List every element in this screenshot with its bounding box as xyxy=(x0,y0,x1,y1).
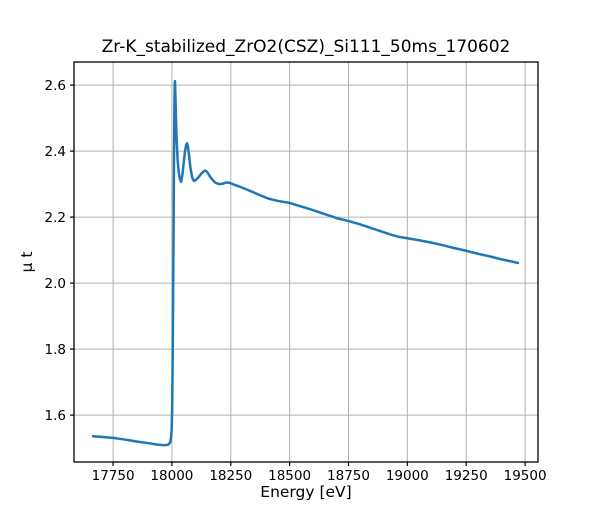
x-tick-label: 18250 xyxy=(209,468,252,484)
y-tick-label: 1.8 xyxy=(45,342,66,358)
y-tick-label: 2.2 xyxy=(45,210,66,226)
y-axis-label: μ t xyxy=(18,251,36,273)
x-tick-label: 19000 xyxy=(386,468,429,484)
y-tick-label: 1.6 xyxy=(45,408,66,424)
x-tick-label: 19250 xyxy=(445,468,488,484)
x-tick-label: 18750 xyxy=(327,468,370,484)
x-tick-label: 18500 xyxy=(268,468,311,484)
spectrum-line xyxy=(91,79,520,447)
frame-layer xyxy=(73,61,539,463)
grid-layer xyxy=(74,62,538,462)
y-tick-label: 2.6 xyxy=(45,78,66,94)
plot-frame xyxy=(73,61,539,463)
x-tick-label: 17750 xyxy=(92,468,135,484)
chart-title: Zr-K_stabilized_ZrO2(CSZ)_Si111_50ms_170… xyxy=(101,37,511,57)
x-tick-label: 19500 xyxy=(504,468,547,484)
y-tick-label: 2.4 xyxy=(45,144,66,160)
y-tick-label: 2.0 xyxy=(45,276,66,292)
data-layer xyxy=(91,79,520,447)
x-tick-label: 18000 xyxy=(150,468,193,484)
x-axis-label: Energy [eV] xyxy=(260,483,352,501)
tick-layer: 17750 18000 18250 18500 18750 19000 19250 19500… xyxy=(45,78,547,484)
